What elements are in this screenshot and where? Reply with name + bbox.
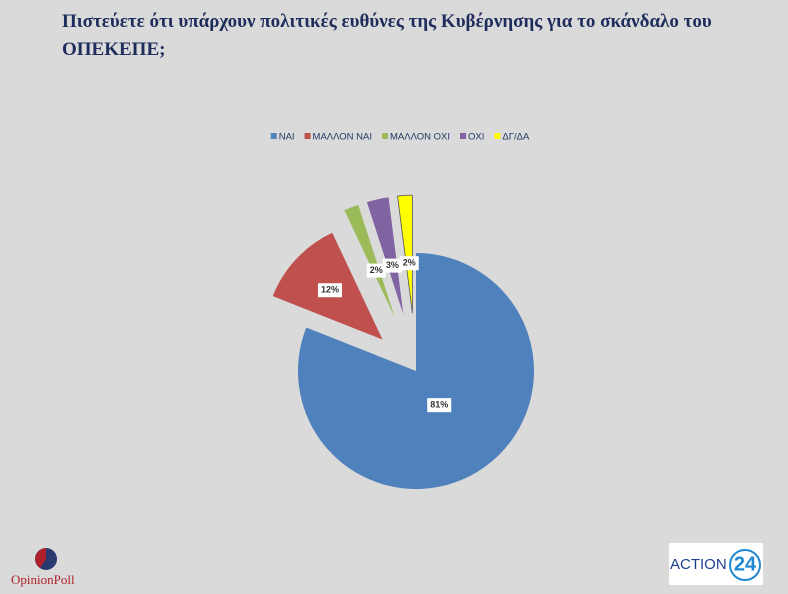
pie-slice: [366, 197, 404, 315]
data-label: 2%: [399, 256, 419, 271]
data-label: 3%: [382, 258, 402, 273]
data-label: 12%: [317, 283, 342, 298]
data-label-box: [427, 398, 452, 413]
logo-wedge: [35, 548, 46, 568]
data-label-box: [317, 283, 342, 298]
pie-slice: [298, 253, 534, 490]
data-label: 81%: [427, 398, 452, 413]
data-label-box: [382, 258, 402, 273]
legend-label: ΝΑΙ: [279, 132, 295, 143]
legend: ΝΑΙ ΜΑΛΛΟΝ ΝΑΙ ΜΑΛΛΟΝ ΟΧΙ ΟΧΙ ΔΓ/ΔΑ: [270, 132, 530, 143]
legend-swatch: [460, 133, 467, 139]
data-label: 2%: [366, 263, 386, 278]
chart-title: Πιστεύετε ότι υπάρχουν πολιτικές ευθύνες…: [62, 11, 712, 60]
pie-slice: [397, 194, 413, 314]
legend-label: ΜΑΛΛΟΝ ΟΧΙ: [390, 132, 450, 143]
legend-swatch: [270, 133, 277, 139]
legend-swatch: [304, 133, 311, 139]
data-label-text: 2%: [403, 258, 416, 268]
logo-number: 24: [734, 553, 757, 575]
data-label-text: 3%: [386, 260, 399, 270]
legend-label: ΔΓ/ΔΑ: [502, 132, 530, 143]
opinionpoll-logo: OpinionPoll: [11, 548, 75, 587]
data-label-text: 2%: [370, 265, 383, 275]
data-label-text: 12%: [321, 285, 339, 295]
legend-label: ΟΧΙ: [468, 132, 484, 143]
data-label-text: 81%: [430, 400, 448, 410]
logo-text: OpinionPoll: [11, 572, 75, 587]
data-label-box: [399, 256, 419, 271]
action24-logo: ACTION 24: [669, 543, 763, 585]
data-label-box: [366, 263, 386, 278]
pie-slice: [344, 204, 395, 318]
legend-label: ΜΑΛΛΟΝ ΝΑΙ: [313, 132, 372, 143]
legend-swatch: [382, 133, 389, 139]
legend-swatch: [494, 133, 501, 139]
logo-text: ACTION: [670, 556, 727, 573]
logo-ring: [729, 549, 761, 581]
